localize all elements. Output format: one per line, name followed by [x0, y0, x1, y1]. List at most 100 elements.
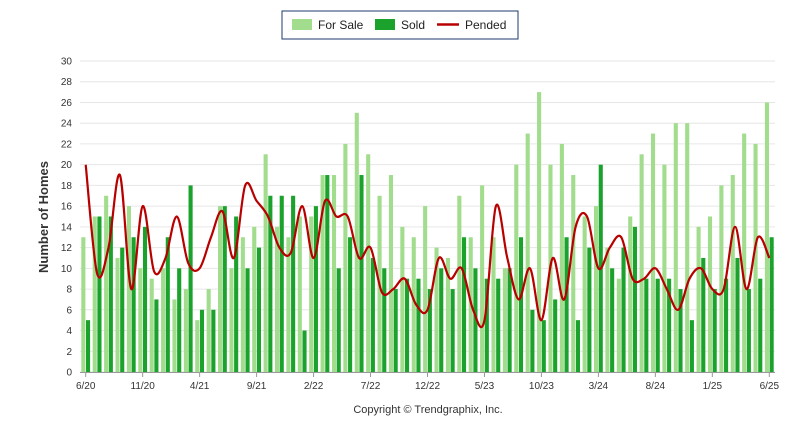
bar-sold[interactable] [758, 278, 763, 372]
bar-sold[interactable] [689, 320, 694, 372]
bar-for-sale[interactable] [707, 216, 713, 373]
bar-sold[interactable] [199, 309, 205, 372]
bar-sold[interactable] [120, 247, 125, 372]
bar-sold[interactable] [541, 320, 546, 372]
bar-sold[interactable] [302, 330, 307, 372]
bar-for-sale[interactable] [457, 195, 462, 372]
bar-for-sale[interactable] [639, 154, 644, 372]
bar-sold[interactable] [678, 289, 683, 372]
bar-for-sale[interactable] [354, 112, 359, 372]
bar-sold[interactable] [644, 278, 649, 372]
bar-sold[interactable] [211, 309, 216, 372]
bar-for-sale[interactable] [582, 216, 587, 373]
bar-sold[interactable] [97, 216, 102, 373]
bar-for-sale[interactable] [480, 185, 485, 372]
bar-sold[interactable] [416, 278, 421, 372]
legend-swatch-sold[interactable] [375, 19, 395, 30]
legend-swatch-for-sale[interactable] [292, 19, 312, 30]
bar-for-sale[interactable] [320, 175, 325, 372]
bar-for-sale[interactable] [753, 143, 758, 372]
bar-for-sale[interactable] [650, 133, 656, 372]
bar-sold[interactable] [348, 237, 353, 372]
bar-for-sale[interactable] [104, 195, 109, 372]
bar-for-sale[interactable] [445, 257, 450, 372]
bar-sold[interactable] [359, 175, 364, 372]
bar-for-sale[interactable] [172, 299, 177, 372]
bar-for-sale[interactable] [126, 206, 131, 372]
bar-for-sale[interactable] [605, 247, 610, 372]
bar-for-sale[interactable] [388, 175, 394, 372]
bar-for-sale[interactable] [206, 289, 211, 372]
bar-for-sale[interactable] [92, 216, 97, 373]
bar-for-sale[interactable] [525, 133, 530, 372]
bar-sold[interactable] [188, 185, 193, 372]
bar-sold[interactable] [108, 216, 113, 373]
bar-for-sale[interactable] [594, 206, 599, 372]
bar-sold[interactable] [507, 268, 512, 372]
bar-sold[interactable] [587, 247, 592, 372]
bar-for-sale[interactable] [491, 237, 496, 372]
bar-sold[interactable] [484, 278, 489, 372]
bar-for-sale[interactable] [696, 226, 701, 372]
bar-for-sale[interactable] [229, 268, 234, 372]
bar-sold[interactable] [712, 289, 717, 372]
legend-label-sold[interactable]: Sold [401, 18, 425, 32]
bar-for-sale[interactable] [286, 237, 291, 372]
bar-sold[interactable] [701, 257, 706, 372]
bar-sold[interactable] [256, 247, 261, 372]
bar-for-sale[interactable] [411, 237, 416, 372]
bar-for-sale[interactable] [628, 216, 633, 373]
bar-sold[interactable] [325, 175, 330, 372]
bar-for-sale[interactable] [400, 226, 405, 372]
bar-for-sale[interactable] [331, 175, 337, 372]
bar-for-sale[interactable] [149, 278, 154, 372]
bar-sold[interactable] [496, 278, 501, 372]
bar-sold[interactable] [313, 206, 318, 372]
bar-for-sale[interactable] [571, 175, 576, 372]
bar-for-sale[interactable] [183, 289, 188, 372]
bar-for-sale[interactable] [719, 185, 724, 372]
bar-sold[interactable] [131, 237, 136, 372]
bar-sold[interactable] [530, 309, 535, 372]
bar-sold[interactable] [769, 237, 774, 372]
bar-sold[interactable] [177, 268, 182, 372]
pended-line[interactable] [84, 164, 771, 329]
bar-sold[interactable] [439, 268, 444, 372]
bar-for-sale[interactable] [434, 247, 439, 372]
bar-sold[interactable] [154, 299, 159, 372]
bar-for-sale[interactable] [730, 175, 735, 372]
bar-for-sale[interactable] [297, 216, 302, 373]
bar-for-sale[interactable] [537, 92, 542, 372]
bar-for-sale[interactable] [115, 257, 120, 372]
bar-for-sale[interactable] [502, 268, 507, 372]
bar-sold[interactable] [518, 237, 524, 372]
bar-for-sale[interactable] [195, 320, 200, 372]
bar-for-sale[interactable] [274, 226, 280, 372]
bar-for-sale[interactable] [263, 154, 268, 372]
bar-for-sale[interactable] [309, 216, 314, 373]
bar-sold[interactable] [382, 268, 387, 372]
bar-sold[interactable] [450, 289, 455, 372]
bar-sold[interactable] [279, 195, 284, 372]
bar-sold[interactable] [553, 299, 558, 372]
bar-for-sale[interactable] [673, 123, 678, 372]
bar-sold[interactable] [336, 268, 341, 372]
bar-for-sale[interactable] [81, 237, 86, 372]
bar-sold[interactable] [564, 237, 569, 372]
bar-for-sale[interactable] [764, 102, 770, 372]
bar-sold[interactable] [85, 320, 91, 372]
bar-sold[interactable] [142, 226, 148, 372]
bar-sold[interactable] [291, 195, 296, 372]
bar-for-sale[interactable] [252, 226, 257, 372]
bar-sold[interactable] [632, 226, 637, 372]
bar-sold[interactable] [393, 289, 398, 372]
bar-sold[interactable] [746, 289, 751, 372]
bar-sold[interactable] [222, 206, 227, 372]
bar-for-sale[interactable] [742, 133, 747, 372]
bar-for-sale[interactable] [514, 164, 519, 372]
bar-sold[interactable] [370, 257, 375, 372]
legend-label-pended[interactable]: Pended [465, 18, 506, 32]
bar-for-sale[interactable] [559, 143, 564, 372]
legend-label-for-sale[interactable]: For Sale [318, 18, 364, 32]
bar-sold[interactable] [667, 278, 672, 372]
